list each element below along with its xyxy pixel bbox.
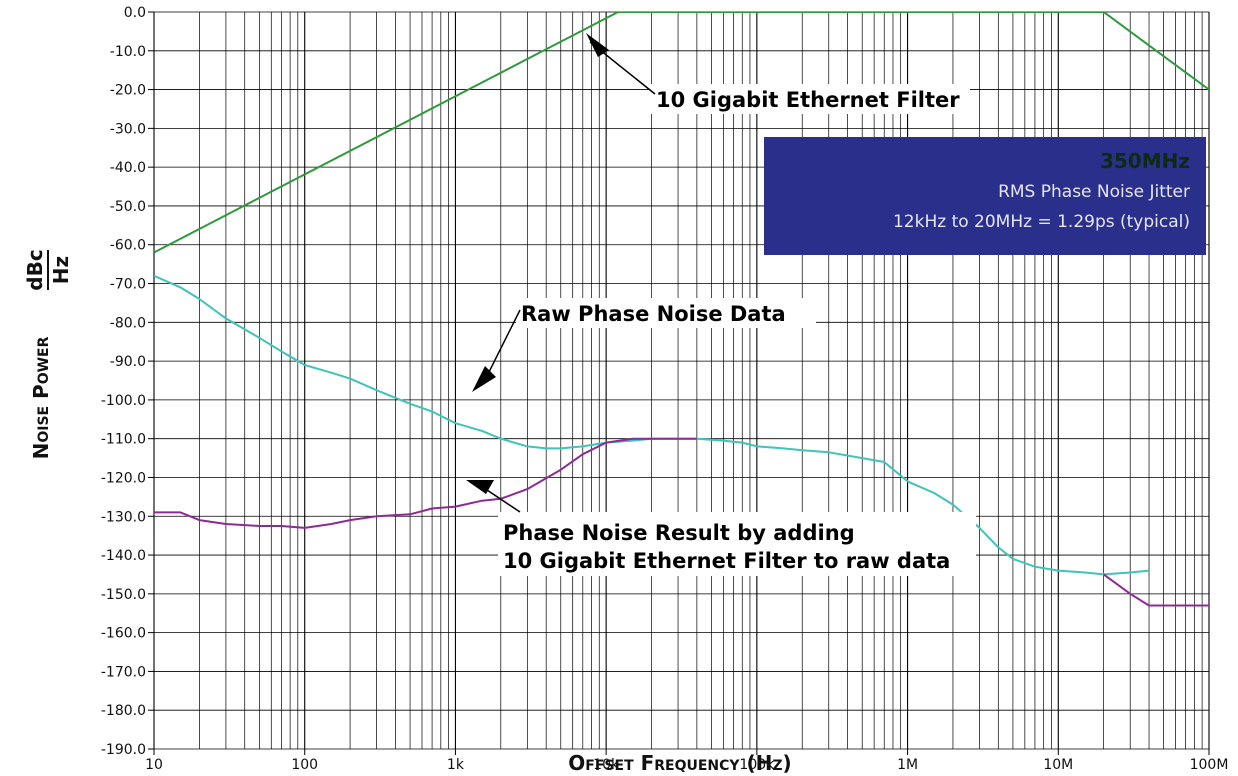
x-tick-label: 1k [447, 757, 465, 773]
y-axis-unit-denominator: Hz [49, 256, 73, 284]
y-tick-label: 0.0 [124, 5, 146, 21]
info-box-line2: 12kHz to 20MHz = 1.29ps (typical) [893, 212, 1190, 232]
series-lines [154, 12, 1209, 607]
x-tick-label: 10M [1043, 757, 1073, 773]
annotation-filter: 10 Gigabit Ethernet Filter [656, 88, 960, 112]
annotation-result-line2: 10 Gigabit Ethernet Filter to raw data [503, 549, 950, 573]
y-axis-unit-numerator: dBc [23, 249, 47, 290]
series-line-2 [154, 437, 697, 529]
y-tick-label: -160.0 [101, 626, 146, 642]
x-tick-label: 1M [897, 757, 918, 773]
info-box-title: 350MHz [1100, 149, 1190, 173]
y-tick-label: -120.0 [101, 470, 146, 486]
y-tick-label: -70.0 [110, 277, 146, 293]
y-tick-label: -60.0 [110, 238, 146, 254]
y-tick-label: -140.0 [101, 548, 146, 564]
grid-lines [153, 11, 1210, 750]
y-tick-label: -170.0 [101, 664, 146, 680]
x-tick-label: 100 [291, 757, 318, 773]
y-tick-label: -30.0 [110, 121, 146, 137]
y-tick-label: -130.0 [101, 509, 146, 525]
annotation-filter-arrowhead [586, 33, 609, 57]
x-tick-label: 100k [739, 757, 775, 773]
y-axis-title: Noise Power [29, 336, 53, 459]
x-tick-label: 10k [593, 757, 620, 773]
annotation-raw-arrow [483, 309, 521, 383]
y-tick-label: -100.0 [101, 393, 146, 409]
x-axis-title: Offset Frequency (Hz) [568, 751, 791, 775]
annotation-result-line1: Phase Noise Result by adding [503, 521, 855, 545]
y-tick-label: -180.0 [101, 703, 146, 719]
annotation-result-bg [498, 512, 976, 576]
y-tick-label: -10.0 [110, 44, 146, 60]
annotation-raw-bg [516, 298, 816, 328]
y-tick-label: -80.0 [110, 315, 146, 331]
info-box [764, 137, 1206, 255]
x-tick-label: 10 [145, 757, 163, 773]
series-line-3 [1103, 573, 1209, 607]
y-tick-label: -190.0 [101, 742, 146, 758]
annotation-raw-arrowhead [472, 366, 496, 392]
info-box-line1: RMS Phase Noise Jitter [998, 182, 1190, 202]
y-tick-label: -40.0 [110, 160, 146, 176]
y-tick-label: -90.0 [110, 354, 146, 370]
annotation-raw: Raw Phase Noise Data [521, 302, 786, 326]
y-axis-title-group: Noise Power dBc Hz [23, 249, 73, 459]
x-axis-ticks: 10 100 1k 10k 100k 1M 10M 100M [145, 749, 1228, 773]
annotation-result-arrowhead [466, 480, 494, 494]
x-tick-label: 100M [1190, 757, 1229, 773]
y-axis-ticks: 0.0 -10.0 -20.0 -30.0 -40.0 -50.0 -60.0 -70.0 -8… [101, 5, 154, 758]
y-tick-label: -20.0 [110, 83, 146, 99]
series-line-0 [154, 12, 1209, 254]
y-tick-label: -50.0 [110, 199, 146, 215]
annotation-filter-bg [650, 84, 970, 114]
y-tick-label: -110.0 [101, 432, 146, 448]
y-tick-label: -150.0 [101, 587, 146, 603]
